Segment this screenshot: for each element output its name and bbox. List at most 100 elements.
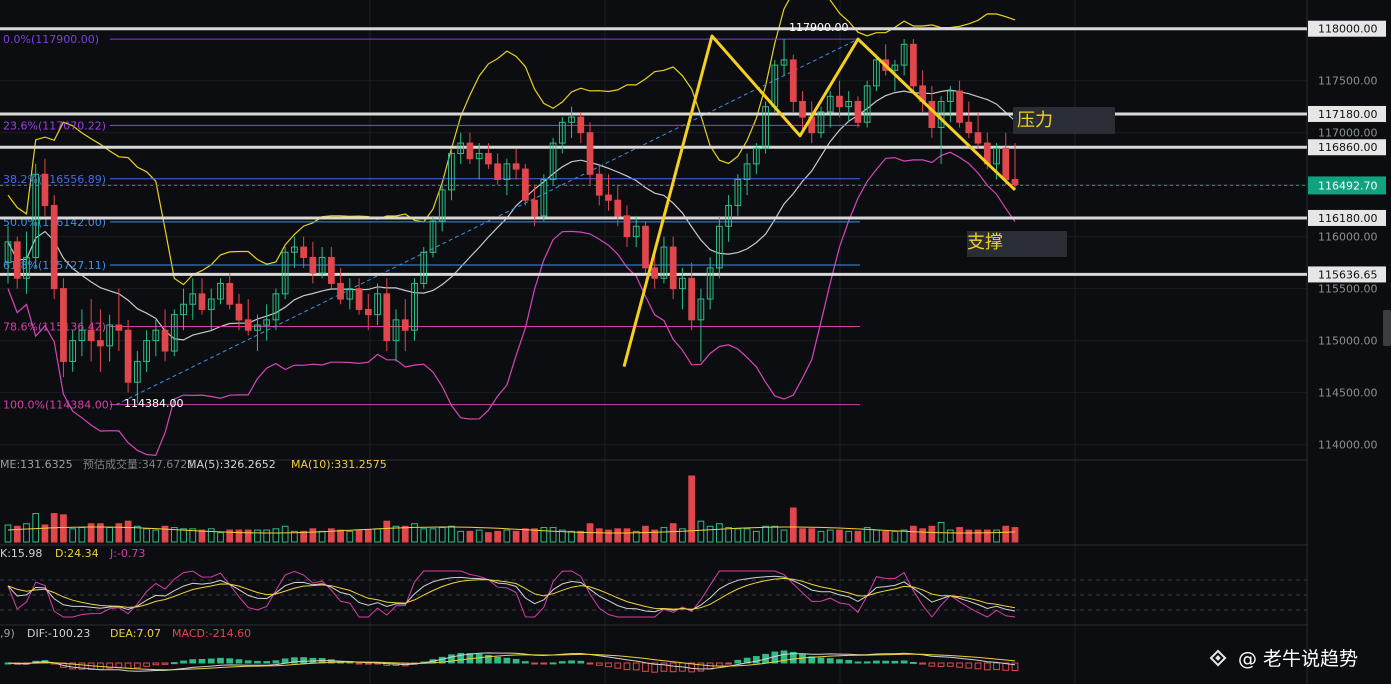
fib-label-0: 0.0%(117900.00)	[3, 33, 99, 46]
volume-bar	[623, 528, 631, 543]
volume-bar	[503, 529, 511, 543]
volume-bar	[863, 527, 871, 543]
macd-bar	[1002, 662, 1010, 671]
volume-bar	[69, 528, 77, 543]
macd-bar	[688, 662, 696, 673]
price-tick: 116000.00	[1318, 231, 1378, 244]
volume-bar	[494, 530, 502, 543]
candle-body	[78, 329, 86, 342]
macd-bar	[605, 662, 612, 668]
macd-bar	[577, 660, 585, 664]
candle-body	[457, 142, 465, 154]
candle-body	[475, 152, 483, 160]
volume-bar	[281, 525, 289, 543]
macd-bar	[540, 662, 548, 665]
candle-body	[531, 199, 538, 217]
volume-bar	[309, 528, 317, 543]
candle-body	[41, 173, 49, 206]
candle-body	[873, 59, 880, 87]
volume-bar	[337, 529, 344, 543]
candle-body	[50, 204, 58, 290]
candle-body	[4, 241, 12, 264]
candle-body	[752, 147, 760, 165]
macd-bar	[485, 654, 492, 664]
macd-bar	[863, 661, 871, 664]
candle-body	[124, 329, 132, 383]
macd-bar	[531, 662, 538, 665]
level-tag	[1308, 209, 1386, 226]
volume-bar	[170, 527, 178, 543]
candle-body	[466, 142, 474, 160]
macd-bar	[632, 662, 640, 671]
volume-bar	[401, 525, 409, 543]
price-tick: 114500.00	[1318, 387, 1378, 400]
volume-bar	[272, 528, 280, 543]
candle-body	[392, 319, 400, 342]
candle-body	[87, 329, 95, 342]
candle-body	[974, 132, 982, 144]
macd-bar	[882, 660, 890, 664]
fib-label-1: 23.6%(117070.22)	[3, 119, 106, 132]
candle-body	[1002, 147, 1010, 180]
candle-body	[485, 152, 492, 165]
macd-bar	[494, 656, 502, 664]
candle-body	[854, 100, 862, 123]
macd-dea-line	[7, 653, 1016, 671]
macd-bar	[170, 662, 178, 665]
candle-body	[300, 246, 307, 258]
macd-bar	[752, 656, 760, 664]
bollinger-upper-line	[7, 0, 1016, 286]
candle-body	[383, 293, 391, 342]
volume-bar	[743, 528, 751, 543]
volume-header-3: MA(10):331.2575	[291, 458, 387, 471]
candle-body	[152, 329, 160, 342]
candle-body	[568, 116, 575, 123]
volume-bar	[87, 523, 95, 543]
support-annotation[interactable]: 支撑	[967, 231, 1067, 257]
candle-body	[586, 132, 594, 175]
candle-body	[429, 220, 437, 253]
candle-body	[411, 282, 418, 331]
volume-bar	[826, 529, 834, 543]
candle-body	[189, 293, 197, 305]
macd-bar	[725, 662, 732, 665]
volume-bar	[669, 523, 677, 543]
volume-bar	[919, 528, 926, 543]
macd-bar	[244, 660, 252, 664]
candle-body	[263, 319, 271, 326]
volume-bar	[235, 529, 243, 543]
candle-body	[115, 324, 123, 331]
candle-body	[716, 225, 723, 269]
binance-logo-icon	[1209, 649, 1227, 667]
volume-bar	[392, 525, 400, 543]
macd-bar	[133, 662, 141, 669]
candle-body	[734, 178, 742, 206]
volume-bar	[882, 530, 890, 543]
volume-bar	[679, 528, 686, 543]
volume-bar	[475, 529, 483, 543]
fib-trend-line	[115, 38, 859, 406]
volume-bar	[420, 528, 428, 543]
volume-bar	[568, 530, 575, 543]
pressure-annotation[interactable]: 压力	[1013, 107, 1115, 134]
candle-body	[198, 293, 206, 310]
candle-body	[309, 256, 317, 274]
macd-bar	[69, 662, 77, 670]
candle-body	[494, 163, 502, 180]
candle-body	[706, 267, 714, 300]
volume-bar	[910, 525, 917, 543]
bollinger-bands	[7, 0, 1016, 457]
macd-bar	[78, 662, 86, 670]
macd-bar	[521, 661, 529, 664]
candle-body	[632, 225, 640, 238]
candle-body	[217, 282, 224, 300]
macd-bar	[586, 662, 594, 665]
candle-body	[956, 90, 963, 123]
macd-bar	[198, 658, 206, 664]
macd-bar	[799, 653, 806, 664]
volume-bar	[189, 528, 197, 543]
volume-bar	[263, 529, 271, 543]
fib-label-2: 38.2%(116556.89)	[3, 173, 106, 186]
candle-body	[355, 288, 363, 310]
